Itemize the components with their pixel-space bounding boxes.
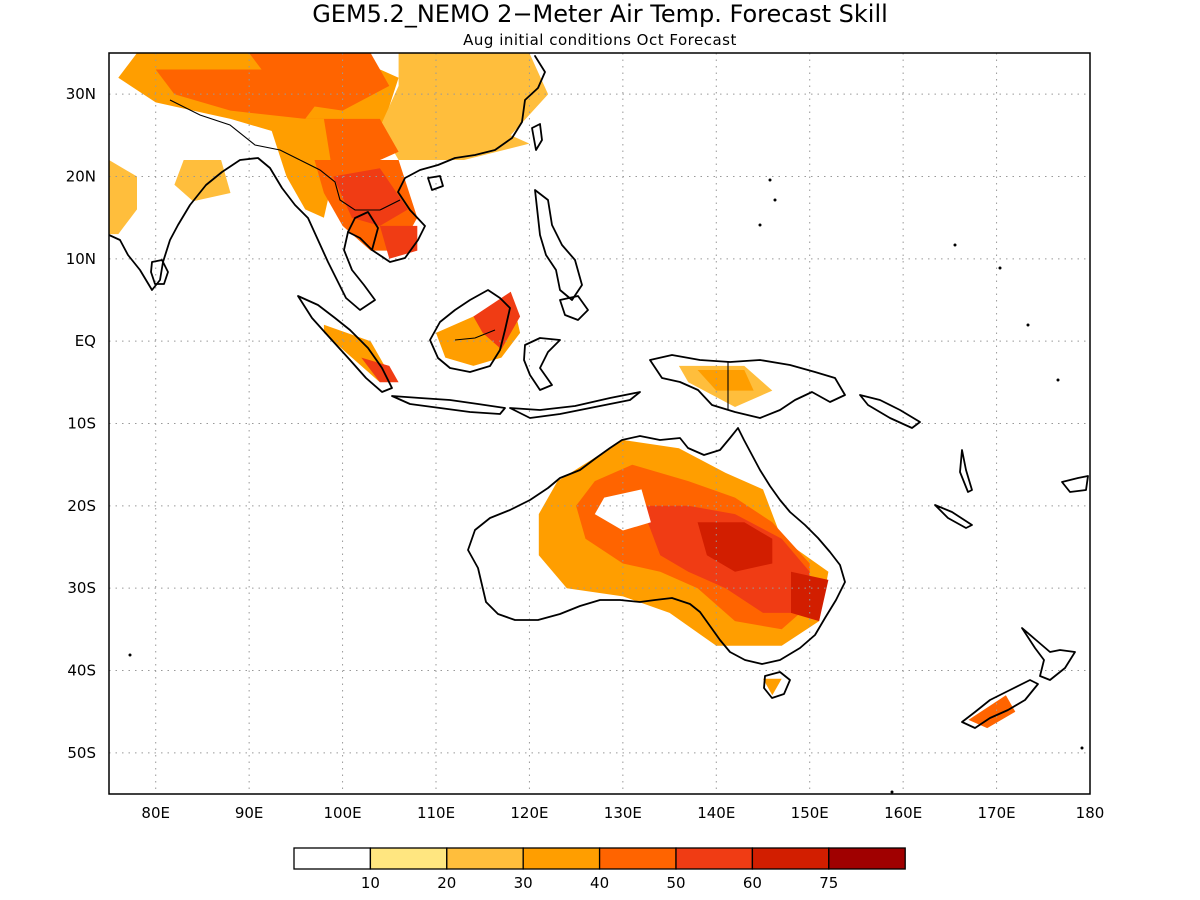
skill-shading-layer [109, 53, 1016, 729]
coastline-philippines [534, 189, 583, 301]
coastline-asia-mainland [109, 55, 546, 311]
lat-tick-label: 10N [66, 250, 96, 268]
coastline-lesser-sundas [509, 391, 641, 419]
coastline-taiwan [531, 123, 543, 151]
skill-area-tasmania [763, 678, 782, 696]
lat-tick-label: 30S [67, 579, 96, 597]
colorbar-tick-label: 75 [819, 874, 838, 892]
island-dot [1056, 378, 1060, 382]
map-frame [108, 52, 1091, 795]
island-dot [998, 266, 1002, 270]
map-title: GEM5.2_NEMO 2−Meter Air Temp. Forecast S… [312, 0, 888, 28]
coastline-mindanao [559, 295, 589, 321]
lat-tick-label: 50S [67, 744, 96, 762]
colorbar-bin [675, 847, 754, 870]
lon-tick-label: 170E [978, 804, 1016, 822]
coastline-new-caledonia [934, 504, 973, 529]
lat-tick-label: 10S [67, 415, 96, 433]
skill-area-india-east [174, 160, 231, 202]
coastline-fiji [1061, 475, 1089, 493]
skill-area-australia-west-hole [594, 489, 651, 531]
lon-tick-label: 90E [235, 804, 264, 822]
colorbar-tick-label: 50 [666, 874, 685, 892]
lat-tick-label: 30N [66, 85, 96, 103]
graticule [109, 53, 1090, 794]
colorbar-bin [598, 847, 677, 870]
lon-tick-label: 100E [324, 804, 362, 822]
lon-tick-label: 140E [697, 804, 735, 822]
skill-area-tibet-core [249, 53, 390, 111]
coastline-hainan [427, 175, 444, 191]
lon-tick-label: 120E [510, 804, 548, 822]
colorbar-bin [522, 847, 601, 870]
coastline-borneo [429, 289, 511, 373]
island-dot [953, 243, 957, 247]
skill-area-laos-core [333, 168, 408, 226]
lat-tick-label: EQ [75, 332, 96, 350]
skill-area-nz-south [968, 695, 1016, 729]
coastline-australia [467, 427, 846, 665]
island-dot [1080, 746, 1084, 750]
lon-tick-label: 80E [141, 804, 170, 822]
coastlines [109, 55, 1089, 794]
lon-tick-label: 110E [417, 804, 455, 822]
colorbar-tick-label: 30 [514, 874, 533, 892]
island-dot [890, 790, 894, 794]
skill-area-new-guinea-core [697, 370, 754, 391]
coastline-sumatra [297, 295, 393, 393]
skill-area-australia-east [791, 571, 829, 622]
colorbar-bin [369, 847, 448, 870]
colorbar-bin [446, 847, 524, 870]
colorbar-bin [828, 847, 906, 870]
lat-tick-label: 20S [67, 497, 96, 515]
map-plot-area [108, 52, 1091, 795]
map-subtitle: Aug initial conditions Oct Forecast [463, 31, 737, 49]
lon-tick-label: 160E [884, 804, 922, 822]
border-indochina [299, 159, 401, 211]
island-dot [128, 653, 132, 657]
skill-area-india [109, 160, 137, 235]
lon-tick-label: 130E [604, 804, 642, 822]
lon-tick-label: 180 [1076, 804, 1105, 822]
island-dot [1026, 323, 1030, 327]
coastline-tasmania [763, 671, 791, 699]
colorbar-tick-label: 40 [590, 874, 609, 892]
colorbar-legend: 10 20 30 40 50 60 75 [293, 847, 906, 892]
skill-area-sumatra-south [361, 357, 399, 383]
coastline-sri-lanka [150, 259, 169, 285]
longitude-tick-labels: 80E 90E 100E 110E 120E 130E 140E 150E 160E 170E 18… [141, 804, 1104, 822]
skill-area-china-north [379, 53, 549, 144]
skill-area-burma [267, 118, 334, 218]
skill-area-china-south [379, 127, 530, 160]
island-dot [768, 178, 772, 182]
coastline-new-zealand-south [961, 679, 1039, 729]
lat-tick-label: 40S [67, 662, 96, 680]
colorbar-tick-label: 10 [361, 874, 380, 892]
skill-area-vietnam-south [379, 225, 418, 259]
lat-tick-label: 20N [66, 168, 96, 186]
coastline-new-guinea [649, 354, 846, 419]
colorbar-tick-label: 60 [743, 874, 762, 892]
island-dot [773, 198, 777, 202]
border-china-india [169, 99, 301, 161]
coastline-sulawesi [523, 337, 561, 391]
border-borneo [454, 329, 496, 341]
latitude-tick-labels: 30N 20N 10N EQ 10S 20S 30S 40S 50S [66, 85, 96, 762]
coastline-new-zealand-north [1021, 627, 1076, 681]
coastline-vanuatu [959, 449, 973, 493]
colorbar-tick-label: 20 [437, 874, 456, 892]
coastline-gulf-of-thailand [347, 211, 379, 251]
coastline-solomon-islands [859, 394, 921, 429]
island-dot [758, 223, 762, 227]
coastline-java [391, 395, 506, 415]
lon-tick-label: 150E [791, 804, 829, 822]
colorbar-bin [751, 847, 830, 870]
colorbar-bin [293, 847, 372, 870]
